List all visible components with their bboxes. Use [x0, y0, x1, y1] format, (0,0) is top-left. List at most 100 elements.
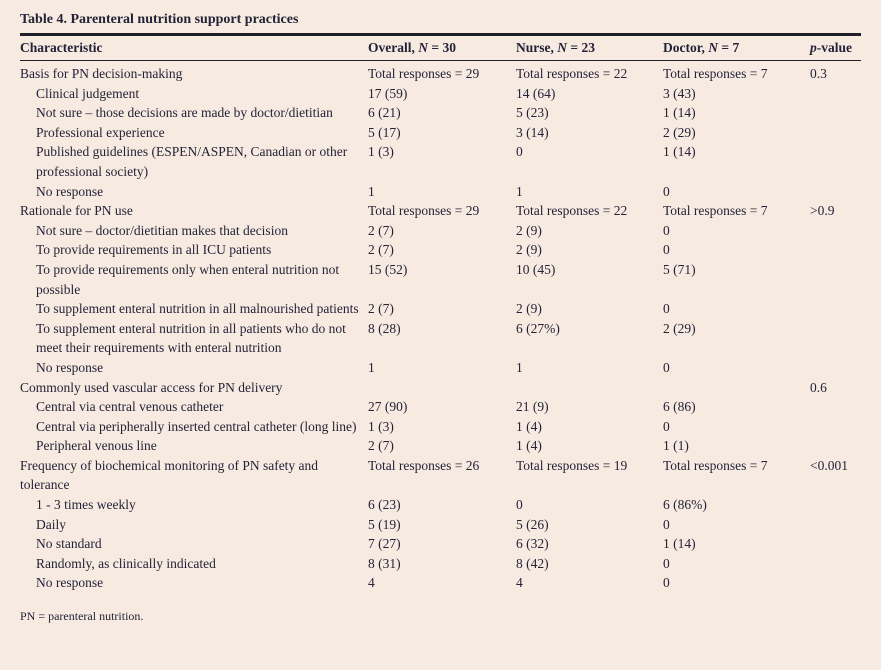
table-row: No response 1 1 0: [20, 182, 861, 202]
col-header-doctor-n: N: [708, 40, 718, 55]
col-header-p-italic: p: [810, 40, 817, 55]
overall-cell: 1: [368, 183, 375, 199]
characteristic-cell: Central via central venous catheter: [36, 399, 224, 415]
overall-cell: 2 (7): [368, 438, 394, 454]
nurse-cell: 5 (23): [516, 105, 549, 121]
col-header-p-value: p-value: [810, 36, 861, 61]
nurse-cell: 10 (45): [516, 261, 556, 277]
doctor-cell: 0: [663, 222, 670, 238]
doctor-cell: 2 (29): [663, 320, 696, 336]
table-row: No response 4 4 0: [20, 573, 861, 593]
overall-cell: Total responses = 29: [368, 203, 480, 219]
characteristic-cell: Not sure – those decisions are made by d…: [36, 105, 333, 121]
p-value-cell: [810, 84, 861, 104]
doctor-cell: 0: [663, 301, 670, 317]
table-row: To supplement enteral nutrition in all m…: [20, 299, 861, 319]
overall-cell: 1 (3): [368, 144, 394, 160]
characteristic-cell: Daily: [36, 516, 66, 532]
table-header-row: Characteristic Overall, N = 30 Nurse, N …: [20, 36, 861, 61]
doctor-cell: 3 (43): [663, 85, 696, 101]
overall-cell: 2 (7): [368, 222, 394, 238]
doctor-cell: 6 (86%): [663, 497, 707, 513]
table-row: Rationale for PN use Total responses = 29…: [20, 201, 861, 221]
doctor-cell: 0: [663, 555, 670, 571]
doctor-cell: Total responses = 7: [663, 66, 768, 81]
col-header-overall-pre: Overall,: [368, 40, 419, 55]
nurse-cell: 3 (14): [516, 124, 549, 140]
col-header-characteristic-label: Characteristic: [20, 40, 103, 55]
characteristic-cell: Rationale for PN use: [20, 203, 133, 219]
nurse-cell: 8 (42): [516, 555, 549, 571]
doctor-cell: 0: [663, 242, 670, 258]
p-value-cell: [810, 573, 861, 593]
nurse-cell: 2 (9): [516, 242, 542, 258]
col-header-doctor: Doctor, N = 7: [663, 36, 810, 61]
nurse-cell: Total responses = 19: [516, 457, 628, 473]
p-value-cell: [810, 515, 861, 535]
p-value-cell: [810, 319, 861, 358]
overall-cell: 6 (21): [368, 105, 401, 121]
table-row: Central via peripherally inserted centra…: [20, 417, 861, 437]
table-row: Not sure – those decisions are made by d…: [20, 103, 861, 123]
p-value-cell: [810, 436, 861, 456]
p-value-cell: [810, 495, 861, 515]
nurse-cell: 0: [516, 497, 523, 513]
table-row: Clinical judgement 17 (59) 14 (64) 3 (43): [20, 84, 861, 104]
overall-cell: 1 (3): [368, 418, 394, 434]
p-value-cell: [810, 240, 861, 260]
p-value-cell: [810, 534, 861, 554]
table-row: Peripheral venous line 2 (7) 1 (4) 1 (1): [20, 436, 861, 456]
characteristic-cell: Clinical judgement: [36, 85, 140, 101]
doctor-cell: 0: [663, 418, 670, 434]
characteristic-cell: 1 - 3 times weekly: [36, 497, 136, 513]
table-row: Professional experience 5 (17) 3 (14) 2 (29…: [20, 123, 861, 143]
overall-cell: 5 (17): [368, 124, 401, 140]
p-value-cell: <0.001: [810, 457, 848, 473]
nurse-cell: Total responses = 22: [516, 66, 628, 81]
p-value-cell: [810, 103, 861, 123]
nurse-cell: 5 (26): [516, 516, 549, 532]
col-header-overall: Overall, N = 30: [368, 36, 516, 61]
col-header-doctor-pre: Doctor,: [663, 40, 709, 55]
doctor-cell: 2 (29): [663, 124, 696, 140]
nurse-cell: 1 (4): [516, 438, 542, 454]
doctor-cell: 1 (14): [663, 536, 696, 552]
p-value-cell: >0.9: [810, 203, 835, 219]
doctor-cell: 0: [663, 516, 670, 532]
characteristic-cell: Professional experience: [36, 124, 165, 140]
overall-cell: 7 (27): [368, 536, 401, 552]
characteristic-cell: No standard: [36, 536, 102, 552]
characteristic-cell: To supplement enteral nutrition in all m…: [36, 301, 359, 317]
overall-cell: 27 (90): [368, 399, 408, 415]
col-header-nurse-pre: Nurse,: [516, 40, 558, 55]
col-header-characteristic: Characteristic: [20, 36, 368, 61]
p-value-cell: [810, 397, 861, 417]
overall-cell: Total responses = 29: [368, 66, 480, 81]
table-row: To supplement enteral nutrition in all p…: [20, 319, 861, 358]
p-value-cell: 0.6: [810, 379, 827, 395]
p-value-cell: [810, 182, 861, 202]
table-row: Not sure – doctor/dietitian makes that d…: [20, 221, 861, 241]
overall-cell: 8 (31): [368, 555, 401, 571]
table-row: Frequency of biochemical monitoring of P…: [20, 456, 861, 495]
col-header-nurse-n: N: [557, 40, 567, 55]
overall-cell: 8 (28): [368, 320, 401, 336]
table-row: No standard 7 (27) 6 (32) 1 (14): [20, 534, 861, 554]
table-row: Randomly, as clinically indicated 8 (31) 8…: [20, 554, 861, 574]
overall-cell: 2 (7): [368, 301, 394, 317]
parenteral-nutrition-table: Characteristic Overall, N = 30 Nurse, N …: [20, 36, 861, 593]
characteristic-cell: No response: [36, 575, 104, 591]
nurse-cell: 2 (9): [516, 301, 542, 317]
doctor-cell: 0: [663, 575, 670, 591]
table-row: Daily 5 (19) 5 (26) 0: [20, 515, 861, 535]
col-header-p-post: -value: [816, 40, 852, 55]
nurse-cell: 1: [516, 359, 523, 375]
characteristic-cell: Published guidelines (ESPEN/ASPEN, Canad…: [36, 144, 348, 179]
characteristic-cell: No response: [36, 359, 104, 375]
overall-cell: 5 (19): [368, 516, 401, 532]
overall-cell: 2 (7): [368, 242, 394, 258]
doctor-cell: 0: [663, 183, 670, 199]
table-row: To provide requirements in all ICU patie…: [20, 240, 861, 260]
characteristic-cell: Central via peripherally inserted centra…: [36, 418, 357, 434]
table-body: Basis for PN decision-making Total respon…: [20, 61, 861, 594]
